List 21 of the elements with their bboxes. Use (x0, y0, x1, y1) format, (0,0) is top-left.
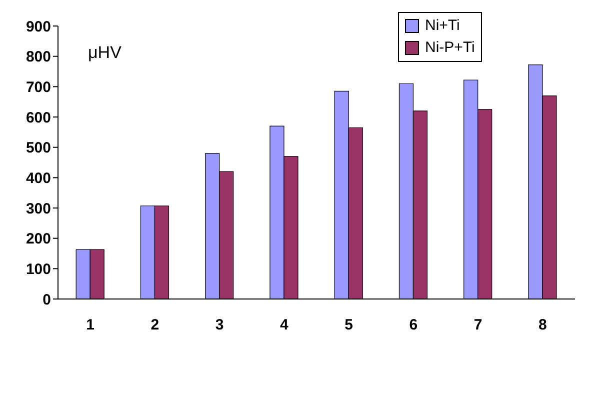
y-tick-label: 800 (26, 48, 51, 66)
legend-label: Ni-P+Ti (425, 38, 475, 58)
annotation: μHV (88, 43, 122, 62)
x-tick-label: 1 (86, 316, 94, 334)
x-tick-label: 7 (474, 316, 482, 334)
y-tick-label: 0 (42, 291, 51, 308)
x-tick-label: 5 (344, 316, 353, 334)
y-tick-label: 600 (26, 109, 51, 126)
x-tick-label: 3 (215, 316, 224, 334)
y-tick-label: 900 (26, 18, 51, 36)
y-tick-label: 300 (26, 200, 51, 218)
y-tick-label: 400 (26, 170, 51, 187)
y-tick-label: 200 (26, 230, 51, 248)
y-tick-label: 700 (26, 78, 51, 96)
x-tick-label: 8 (538, 316, 547, 334)
x-tick-label: 4 (280, 316, 290, 334)
legend-label: Ni+Ti (425, 16, 460, 36)
y-tick-label: 500 (26, 140, 51, 157)
x-tick-label: 6 (409, 316, 418, 334)
y-tick-label: 100 (26, 260, 51, 278)
x-tick-label: 2 (150, 316, 160, 334)
